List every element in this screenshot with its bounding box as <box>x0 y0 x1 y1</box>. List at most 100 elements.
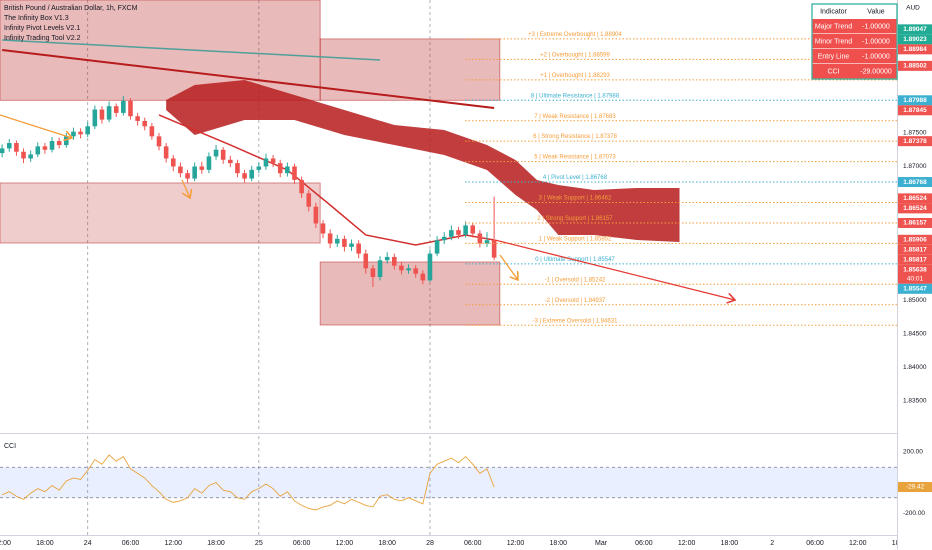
price-label-box <box>898 264 932 284</box>
candle-body <box>313 206 319 224</box>
candle-body <box>64 136 69 146</box>
price-label: 1.86524 <box>903 195 927 202</box>
price-label: 1.85817 <box>903 247 927 254</box>
candle-body <box>349 243 354 247</box>
arrow <box>494 239 735 300</box>
candle-body <box>292 166 297 180</box>
candle-body <box>28 154 33 159</box>
x-tick-label: 18:00 <box>378 540 396 547</box>
price-label: 1.87845 <box>903 107 927 114</box>
pivot-level-label: 5 | Weak Resistance | 1.87073 <box>534 155 616 161</box>
arrow <box>181 179 190 198</box>
x-tick-label: 12:00 <box>336 540 354 547</box>
x-tick-label: 12:00 <box>0 540 11 547</box>
y-tick-label: 1.83500 <box>903 398 927 405</box>
candle-body <box>406 268 411 271</box>
drawings <box>0 114 735 300</box>
price-label: 1.89047 <box>903 26 927 33</box>
table-row <box>812 34 897 49</box>
candle-body <box>449 230 454 237</box>
price-label: 1.86157 <box>903 220 927 227</box>
candle-body <box>156 136 162 147</box>
x-tick-label: 18:00 <box>207 540 225 547</box>
pivot-level-label: 4 | Pivot Level | 1.86768 <box>543 175 608 181</box>
candle-body <box>149 126 155 137</box>
y-tick-label: 1.84000 <box>903 364 927 371</box>
candle-body <box>270 158 276 164</box>
candle-body <box>78 131 83 135</box>
x-tick-label: 06:00 <box>293 540 311 547</box>
price-label: 1.87378 <box>903 138 927 145</box>
candle-body <box>242 173 247 179</box>
candle-body <box>199 166 205 170</box>
pivot-level-label: 7 | Weak Resistance | 1.87683 <box>534 114 616 120</box>
candle-body <box>85 126 91 135</box>
table-cell: Entry Line <box>818 53 850 60</box>
x-tick-label: 18:00 <box>36 540 54 547</box>
y-tick-label: 1.85000 <box>903 297 927 304</box>
candle-body <box>0 148 5 154</box>
candle-body <box>21 151 26 159</box>
indicator-name: Infinity Pivot Levels V2.1 <box>4 25 80 32</box>
candle-body <box>413 268 419 274</box>
candle-body <box>377 260 383 278</box>
price-pane: +3 | Extreme Overbought | 1.88904 +2 | Ov… <box>0 0 897 432</box>
cci-last-box <box>898 482 932 493</box>
currency: AUD <box>906 5 920 12</box>
price-label: 1.85817 <box>903 257 927 264</box>
y-tick-label: 1.87500 <box>903 130 927 137</box>
price-axis: 1.87500 1.87000 1.85000 1.84500 1.84000 1.835… <box>898 24 932 517</box>
price-label-box <box>898 34 932 45</box>
table-cell: -29.00000 <box>860 68 892 75</box>
candle-body <box>128 100 133 117</box>
candle-body <box>121 100 126 113</box>
x-tick-label: 12:00 <box>507 540 525 547</box>
candle-body <box>299 179 304 194</box>
candle-body <box>249 169 255 179</box>
pivot-level-label: -1 | Oversold | 1.85242 <box>545 277 606 283</box>
candle-body <box>14 143 19 152</box>
price-timer: 40:01 <box>907 276 924 283</box>
infinity-box <box>319 261 501 326</box>
moving-average <box>2 39 381 61</box>
table-header: Indicator <box>820 8 848 15</box>
candle-body <box>185 173 190 179</box>
candle-body <box>306 193 312 207</box>
pivot-level-label: +1 | Overbought | 1.88293 <box>540 73 610 79</box>
candle-body <box>384 256 390 261</box>
candle-body <box>135 116 140 121</box>
candle-body <box>220 149 226 160</box>
candle-body <box>99 109 105 120</box>
table-cell: -1.00000 <box>862 38 890 45</box>
price-label-box <box>898 244 932 255</box>
price-label-box <box>898 95 932 106</box>
candle-body <box>434 240 440 254</box>
price-label-box <box>898 283 932 294</box>
candle-body <box>256 166 262 170</box>
price-label: 1.86524 <box>903 205 927 212</box>
price-label: 1.85547 <box>903 286 927 293</box>
x-tick-label: 06:00 <box>635 540 653 547</box>
candle-body <box>327 233 333 244</box>
price-label-box <box>898 177 932 188</box>
header: British Pound / Australian Dollar, 1h, F… <box>4 5 920 450</box>
candle-body <box>399 265 404 271</box>
candle-body <box>142 120 148 127</box>
x-tick-label: 18:00 <box>550 540 568 547</box>
x-tick-label: 12:00 <box>165 540 183 547</box>
candle-body <box>235 163 240 174</box>
x-tick-label: 06:00 <box>806 540 824 547</box>
pivot-level-label: 2 | Strong Support | 1.86157 <box>537 216 613 222</box>
price-label-box <box>898 234 932 245</box>
infinity-box <box>0 0 321 101</box>
candle-body <box>484 240 490 244</box>
candle-body <box>470 225 476 234</box>
candle-body <box>92 109 98 127</box>
pivot-level-label: 6 | Strong Resistance | 1.87378 <box>533 134 617 140</box>
candle-body <box>463 225 468 235</box>
price-label-box <box>898 254 932 265</box>
x-tick-label: 24 <box>84 540 92 547</box>
arrow <box>0 114 72 138</box>
x-tick-label: 18:00 <box>721 540 739 547</box>
